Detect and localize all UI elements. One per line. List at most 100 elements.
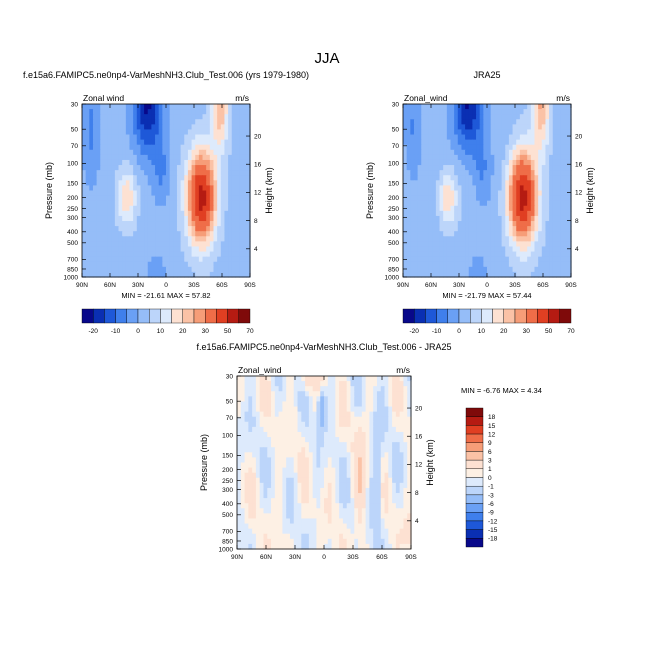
- panel3-cell: [289, 421, 295, 428]
- panel2-cell: [505, 175, 510, 181]
- panel1-cell: [122, 210, 127, 217]
- panel1-cell: [118, 200, 123, 207]
- panel2-cell: [512, 195, 517, 202]
- panel3-cell: [286, 406, 291, 413]
- panel3-cell: [320, 391, 325, 397]
- panel2-cell: [403, 246, 408, 253]
- panel2-cell: [435, 241, 441, 248]
- panel3-cell: [392, 457, 397, 464]
- panel2-cell: [538, 266, 543, 273]
- panel1-cell: [151, 124, 156, 131]
- panel1-cell: [242, 256, 247, 263]
- panel1-cell: [224, 170, 229, 176]
- panel1-cell: [191, 109, 196, 115]
- panel2-cell: [549, 129, 554, 136]
- panel1-colorbar-box: [193, 308, 206, 324]
- panel1-cell: [224, 226, 229, 232]
- panel2-cell: [413, 124, 419, 131]
- panel1-cell: [129, 246, 134, 253]
- panel1-cell: [136, 119, 142, 125]
- panel2-cell: [403, 185, 408, 192]
- panel3-cell: [278, 498, 283, 504]
- panel2-cell: [432, 104, 437, 110]
- panel2-cell: [461, 149, 466, 156]
- panel3-cell: [339, 381, 344, 387]
- panel2-cell: [472, 241, 477, 248]
- panel1-cell: [235, 236, 240, 242]
- panel3-cell: [278, 477, 283, 484]
- panel1-cell: [85, 124, 90, 131]
- panel3-cell: [289, 518, 295, 525]
- panel1-cell: [235, 114, 240, 120]
- panel3-cell: [293, 381, 299, 387]
- panel1-x-tick-label: 90S: [244, 282, 256, 289]
- panel2-cell: [549, 134, 554, 141]
- panel3-colorbar-box: [465, 494, 484, 504]
- panel1-cell: [114, 144, 120, 151]
- panel1-cell: [122, 104, 127, 110]
- panel2-cell: [556, 109, 561, 115]
- panel1-cell: [209, 266, 215, 273]
- panel1-cell: [176, 205, 182, 212]
- panel3-cell: [403, 538, 408, 545]
- panel1-cell: [176, 261, 182, 268]
- panel2-cell: [454, 215, 459, 222]
- panel2-cell: [439, 159, 444, 166]
- panel1-cell: [195, 114, 200, 120]
- panel1-y2label: Height (km): [264, 167, 274, 214]
- panel3-cell: [327, 411, 333, 418]
- panel1-cell: [129, 200, 134, 207]
- panel1-cell: [162, 165, 167, 171]
- panel2-cell: [541, 175, 547, 181]
- panel1-cell: [235, 221, 240, 227]
- panel3-cell: [335, 447, 340, 453]
- panel1-cell: [180, 190, 185, 197]
- panel1-cell: [169, 246, 174, 253]
- panel2-cell: [450, 185, 455, 192]
- panel2-cell: [435, 165, 441, 171]
- panel1-cell: [162, 114, 167, 120]
- panel2-cell: [541, 215, 547, 222]
- panel3-cell: [354, 406, 359, 413]
- panel2-cell: [410, 261, 415, 268]
- panel1-cell: [220, 215, 226, 222]
- panel2-cell: [494, 149, 499, 156]
- panel3-cell: [346, 538, 352, 545]
- panel1-cell: [118, 144, 123, 151]
- panel1-cell: [242, 144, 247, 151]
- panel2-cell: [530, 241, 536, 248]
- panel2-cell: [512, 246, 517, 253]
- panel2-cell: [549, 210, 554, 217]
- panel3-cell: [316, 431, 321, 438]
- panel1-cell: [125, 119, 131, 125]
- panel2-cell: [516, 154, 521, 161]
- panel1-cell: [151, 185, 156, 192]
- panel1-cell: [191, 251, 196, 258]
- panel2-cell: [490, 190, 495, 197]
- panel2-cell: [487, 129, 492, 136]
- panel3-cell: [339, 472, 344, 479]
- panel1-cell: [187, 180, 193, 187]
- panel3-cell: [282, 513, 287, 520]
- panel2-cell: [563, 175, 568, 181]
- panel2-cell: [428, 129, 433, 136]
- panel3-cell: [320, 508, 325, 514]
- panel3-cell: [339, 487, 344, 494]
- panel1-cell: [202, 104, 207, 110]
- panel1-cell: [169, 205, 174, 212]
- panel3-cell: [346, 442, 352, 448]
- panel1-cell: [114, 246, 120, 253]
- panel2-min-max: MIN = -21.79 MAX = 57.44: [442, 291, 531, 300]
- panel3-cell: [301, 467, 306, 474]
- panel3-cell: [373, 391, 378, 397]
- panel2-cell: [483, 119, 488, 125]
- panel1-cell: [176, 175, 182, 181]
- panel1-cell: [202, 124, 207, 131]
- panel3-cell: [376, 508, 382, 514]
- panel1-cell: [92, 149, 98, 156]
- panel3-cell: [354, 518, 359, 525]
- panel3-cell: [324, 513, 329, 520]
- panel3-cell: [373, 381, 378, 387]
- panel3-cell: [407, 467, 412, 474]
- panel3-cell: [301, 381, 306, 387]
